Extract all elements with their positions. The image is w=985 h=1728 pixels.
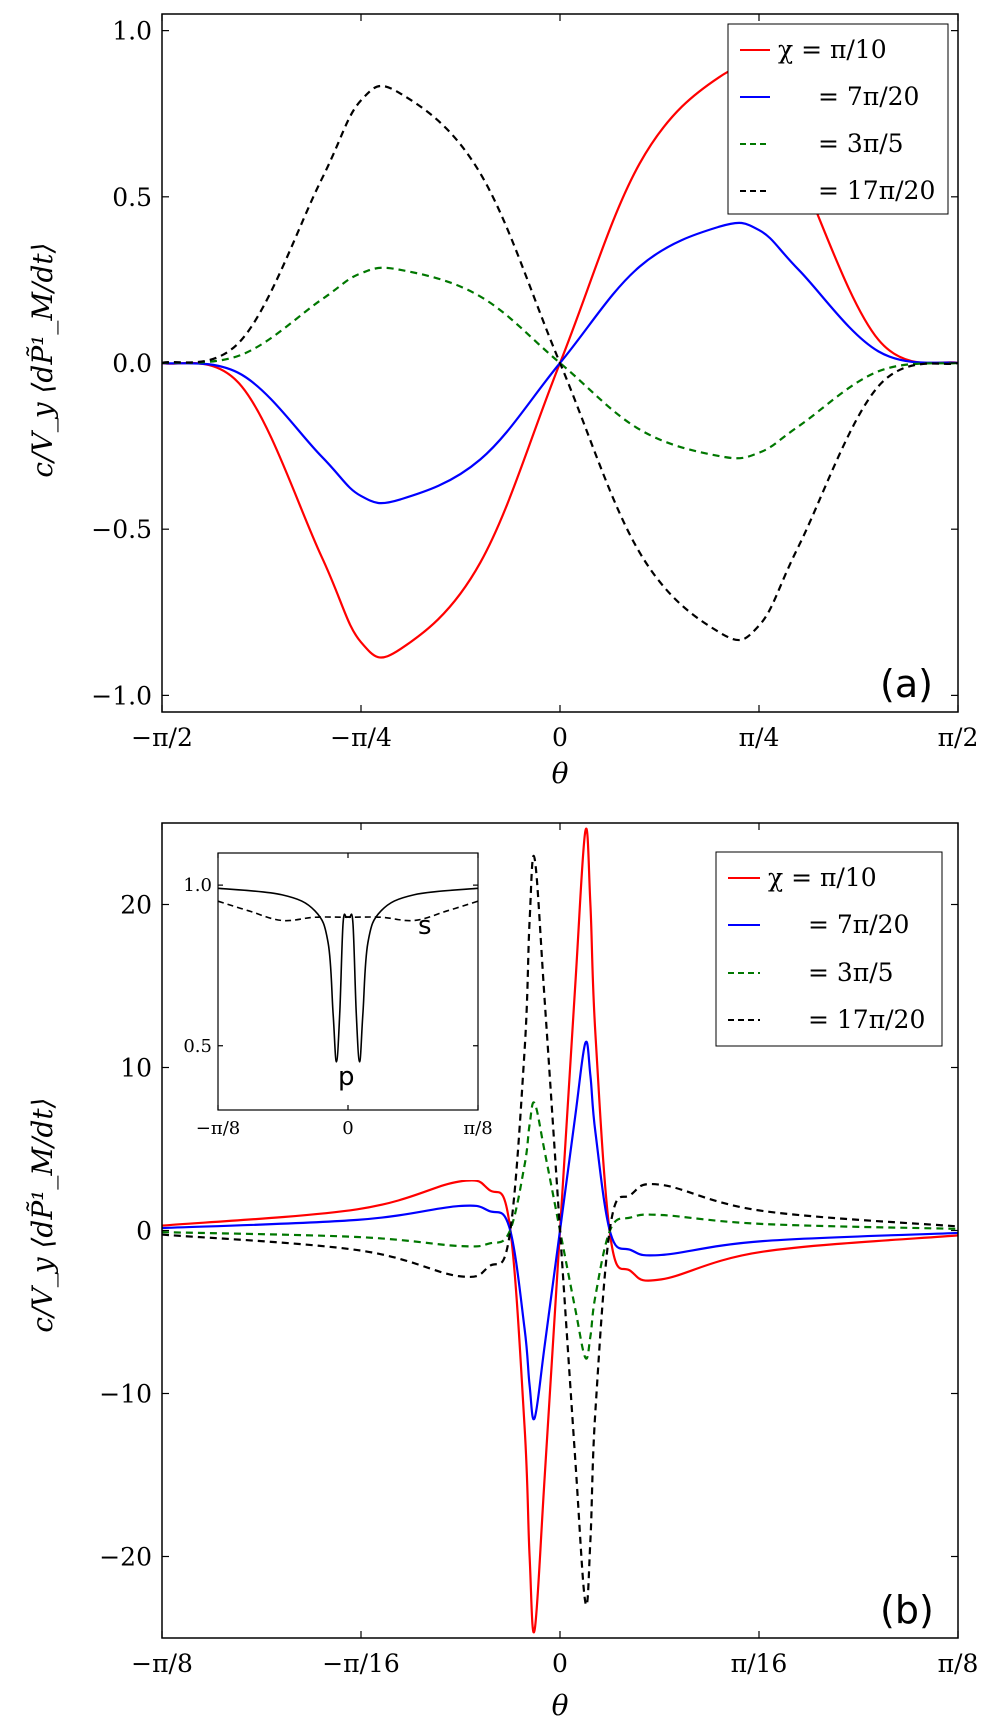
panel-b-ytick-label-4: −20 — [99, 1543, 152, 1572]
panel-a-xtick-label-1: −π/4 — [330, 723, 392, 752]
panel-b-series-3 — [161, 854, 959, 1607]
panel-a-legend: χ = π/10 = 7π/20 = 3π/5 = 17π/20 — [727, 23, 949, 215]
panel-a-ytick-label-4: −1.0 — [91, 681, 152, 710]
legend-a-entry-1: = 7π/20 — [818, 82, 919, 111]
panel-a-legend-box — [727, 23, 949, 215]
legend-a-entry-0: χ = π/10 — [778, 35, 887, 64]
inset-xtick-label-1: 0 — [342, 1118, 353, 1139]
legend-a-entry-3: = 17π/20 — [818, 176, 935, 205]
panel-a-ytick-label-3: −0.5 — [91, 515, 152, 544]
panel-a-ytick-label-2: 0.0 — [112, 349, 152, 378]
panel-b-xlabel: θ — [552, 1689, 569, 1722]
panel-a-xtick-label-0: −π/2 — [131, 723, 193, 752]
inset-background — [180, 840, 480, 1180]
inset-annotation-p: p — [338, 1062, 355, 1092]
panel-a-xtick-label-2: 0 — [552, 723, 568, 752]
panel-a-ytick-label-1: 0.5 — [112, 183, 152, 212]
panel-b-ylabel: c/V_y ⟨dP̃¹_M/dt⟩ — [26, 1097, 59, 1332]
panel-b-ticks: −π/8 −π/16 0 π/16 π/8 20 10 0 −10 −20 — [99, 823, 978, 1678]
panel-b-ytick-label-3: −10 — [99, 1380, 152, 1409]
panel-b-legend: χ = π/10 = 7π/20 = 3π/5 = 17π/20 — [715, 851, 943, 1047]
panel-b-xtick-label-2: 0 — [552, 1649, 568, 1678]
panel-a-xtick-label-4: π/2 — [938, 723, 979, 752]
inset-ytick-label-0: 1.0 — [183, 875, 212, 896]
inset-series-1 — [217, 900, 479, 922]
panel-b-inset: −π/8 0 π/8 1.0 0.5 s p — [180, 840, 493, 1180]
inset-ticks: −π/8 0 π/8 1.0 0.5 — [183, 853, 493, 1139]
panel-b-xtick-label-3: π/16 — [731, 1649, 788, 1678]
panel-a-xlabel: θ — [552, 757, 569, 790]
panel-b-xtick-label-1: −π/16 — [322, 1649, 400, 1678]
legend-b-entry-3: = 17π/20 — [808, 1005, 925, 1034]
panel-a-ticks: −π/2 −π/4 0 π/4 π/2 1.0 0.5 0.0 −0.5 −1.0 — [91, 14, 978, 752]
panel-a: −π/2 −π/4 0 π/4 π/2 1.0 0.5 0.0 −0.5 −1.0 θ c/V_y… — [26, 13, 978, 790]
panel-b-xtick-label-4: π/8 — [938, 1649, 979, 1678]
inset-xtick-label-2: π/8 — [463, 1118, 492, 1139]
inset-ytick-label-1: 0.5 — [183, 1036, 212, 1057]
inset-annotation-s: s — [418, 911, 432, 941]
panel-b-ytick-label-2: 0 — [136, 1217, 152, 1246]
panel-a-ylabel: c/V_y ⟨dP̃¹_M/dt⟩ — [26, 242, 59, 477]
panel-b: −π/8 −π/16 0 π/16 π/8 20 10 0 −10 −20 θ c/V_y ⟨dP… — [26, 822, 978, 1722]
panel-b-curves — [161, 827, 959, 1634]
panel-a-series-3 — [161, 84, 959, 642]
panel-a-label: (a) — [880, 662, 933, 706]
panel-b-label: (b) — [880, 1588, 934, 1632]
panel-b-legend-box — [715, 851, 943, 1047]
legend-a-entry-2: = 3π/5 — [818, 129, 904, 158]
panel-a-xtick-label-3: π/4 — [739, 723, 780, 752]
legend-b-entry-2: = 3π/5 — [808, 958, 894, 987]
legend-b-entry-1: = 7π/20 — [808, 910, 909, 939]
panel-b-ytick-label-1: 10 — [120, 1054, 152, 1083]
panel-b-xtick-label-0: −π/8 — [131, 1649, 193, 1678]
inset-curves — [217, 887, 479, 1063]
panel-a-ytick-label-0: 1.0 — [112, 17, 152, 46]
inset-xtick-label-0: −π/8 — [196, 1118, 240, 1139]
panel-b-ytick-label-0: 20 — [120, 891, 152, 920]
legend-b-entry-0: χ = π/10 — [768, 863, 877, 892]
